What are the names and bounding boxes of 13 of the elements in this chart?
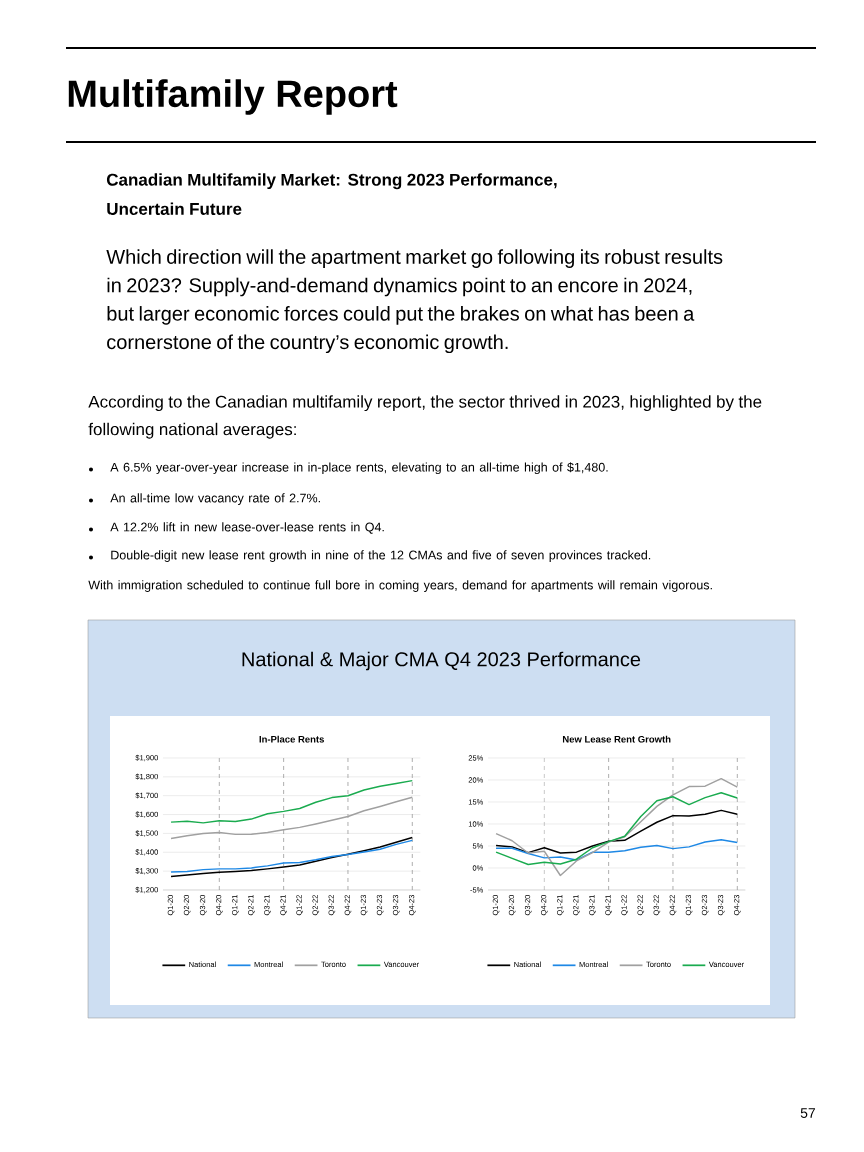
chart-title: In-Place Rents	[259, 735, 324, 743]
text: 57	[800, 1108, 816, 1118]
text: According to the Canadian multifamily report, the sector thrived in 2023, highlighted by the following national averages:	[88, 395, 762, 439]
text: Canadian Multifamily Market: Strong 2023 Performance, Uncertain Future	[106, 173, 557, 215]
text: With immigration scheduled to continue full bore in coming years, demand for apartments will remain vigorous.	[88, 580, 712, 592]
text: Multifamily Report	[68, 79, 398, 115]
chart-title: New Lease Rent Growth	[562, 735, 671, 743]
text: An all-time low vacancy rate of 2.7%.	[110, 493, 320, 505]
text: National & Major CMA Q4 2023 Performance	[242, 651, 641, 671]
text: A 6.5% year-over-year increase in in-place rents, elevating to an all-time high of $1,480.	[110, 462, 608, 475]
text: Double-digit new lease rent growth in nine of the 12 CMAs and five of seven provinces tracked.	[111, 550, 651, 562]
text: A 12.2% lift in new lease-over-lease rents in Q4.	[110, 522, 384, 534]
text: Which direction will the apartment market go following its robust results in 2023? Supply-and-demand dynamics point to an encore in 2024, but larger economic forces could put the brakes on what has been a cornerstone of the country’s economic growth.	[106, 249, 723, 354]
